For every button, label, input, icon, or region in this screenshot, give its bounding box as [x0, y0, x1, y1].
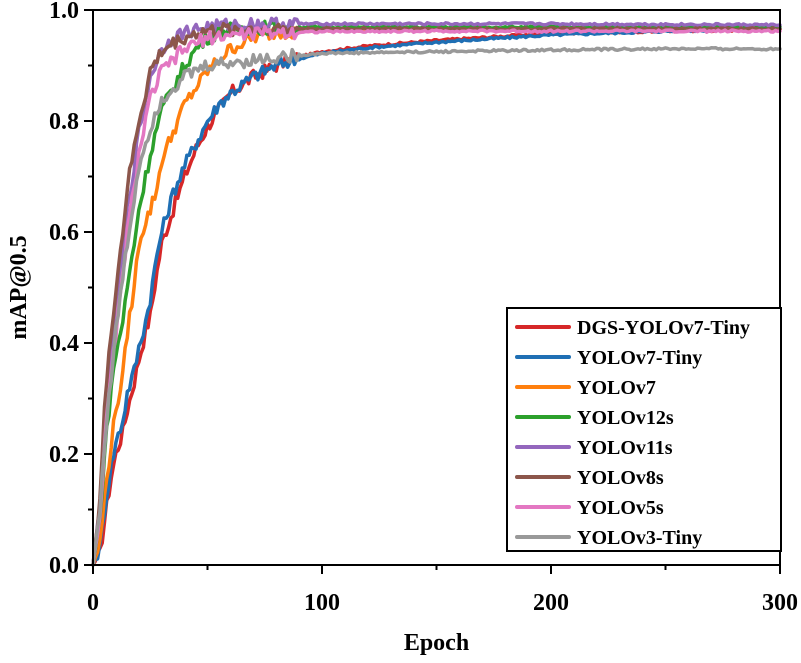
x-tick-label: 200: [533, 590, 569, 616]
x-axis: 0 100 200 300: [87, 565, 798, 616]
x-tick-label: 0: [87, 590, 99, 616]
legend-label-yolov12s: YOLOv12s: [577, 407, 674, 429]
x-tick-label: 300: [762, 590, 798, 616]
legend-label-yolov7-tiny: YOLOv7-Tiny: [577, 347, 702, 369]
y-tick-label: 0.2: [49, 442, 79, 468]
series-line-yolov5s: [91, 24, 782, 567]
x-axis-label: Epoch: [404, 630, 469, 656]
y-axis: 0.0 0.2 0.4 0.6 0.8 1.0: [49, 0, 93, 579]
legend-box: [506, 307, 782, 552]
legend-label-yolov3-tiny: YOLOv3-Tiny: [577, 527, 702, 549]
series-line-yolov11s: [91, 16, 782, 567]
y-tick-label: 0.8: [49, 109, 79, 135]
y-tick-label: 0.0: [49, 553, 79, 579]
legend-label-yolov5s: YOLOv5s: [577, 497, 664, 519]
legend-label-yolov7: YOLOv7: [577, 377, 656, 399]
legend-label-yolov8s: YOLOv8s: [577, 467, 664, 489]
legend: DGS-YOLOv7-Tiny YOLOv7-Tiny YOLOv7 YOLOv12s…: [506, 307, 782, 552]
y-tick-label: 0.4: [49, 331, 79, 357]
x-tick-label: 100: [304, 590, 340, 616]
series-lines: [91, 16, 782, 567]
y-tick-label: 0.6: [49, 220, 79, 246]
y-tick-label: 1.0: [49, 0, 79, 24]
legend-label-yolov11s: YOLOv11s: [577, 437, 673, 459]
y-axis-label: mAP@0.5: [6, 235, 32, 339]
legend-label-dgs-yolov7-tiny: DGS-YOLOv7-Tiny: [577, 317, 750, 339]
series-line-yolov12s: [91, 19, 782, 567]
series-line-yolov3-tiny: [91, 46, 782, 567]
